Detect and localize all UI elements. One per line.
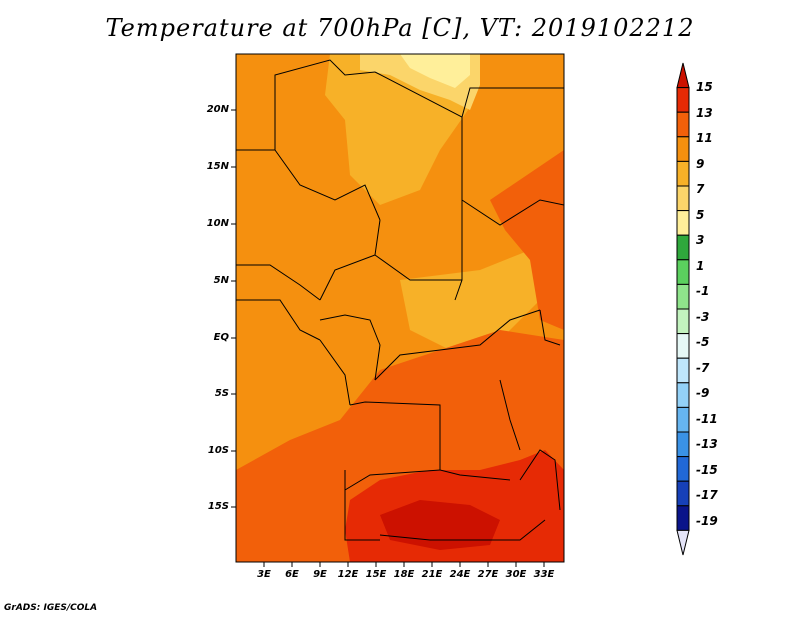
lat-label: 15S bbox=[207, 501, 229, 512]
colorbar-swatch bbox=[676, 431, 690, 458]
colorbar-label: -9 bbox=[696, 386, 710, 400]
map-frame bbox=[235, 53, 565, 563]
lat-label: EQ bbox=[213, 332, 229, 343]
colorbar-label: 13 bbox=[696, 106, 713, 120]
lon-label: 27E bbox=[477, 569, 499, 580]
colorbar-label: -15 bbox=[696, 463, 718, 477]
colorbar-swatch bbox=[676, 87, 690, 113]
colorbar-label: 11 bbox=[696, 131, 713, 145]
colorbar-swatch bbox=[676, 406, 690, 433]
colorbar-label: -5 bbox=[696, 335, 710, 349]
temperature-field bbox=[236, 54, 564, 562]
lon-label: 15E bbox=[365, 569, 387, 580]
colorbar-swatch bbox=[676, 308, 690, 335]
lon-label: 24E bbox=[449, 569, 471, 580]
colorbar-label: -3 bbox=[696, 310, 710, 324]
colorbar-label: -7 bbox=[696, 361, 710, 375]
colorbar-arrow-top bbox=[676, 62, 690, 89]
lat-ticks bbox=[231, 109, 236, 508]
colorbar-label: 5 bbox=[696, 208, 705, 222]
lon-label: 6E bbox=[285, 569, 299, 580]
lon-label: 3E bbox=[257, 569, 271, 580]
colorbar-swatch bbox=[676, 480, 690, 507]
lon-label: 12E bbox=[337, 569, 359, 580]
colorbar-swatch bbox=[676, 456, 690, 482]
lat-label: 5S bbox=[214, 388, 229, 399]
lon-label: 18E bbox=[393, 569, 415, 580]
lat-label: 20N bbox=[206, 104, 229, 115]
lat-label: 15N bbox=[206, 161, 229, 172]
colorbar-swatch bbox=[676, 283, 690, 310]
band-11-13-east bbox=[490, 150, 564, 330]
colorbar-label: 9 bbox=[696, 157, 705, 171]
colorbar-swatch bbox=[676, 333, 690, 359]
colorbar-label: 3 bbox=[696, 233, 705, 247]
credit-text: GrADS: IGES/COLA bbox=[4, 603, 98, 613]
colorbar-label: 15 bbox=[696, 80, 713, 94]
band-7-9-east bbox=[400, 250, 540, 350]
map-title: Temperature at 700hPa [C], VT: 201910221… bbox=[105, 14, 695, 42]
colorbar-swatch bbox=[676, 111, 690, 138]
colorbar-arrow-bottom bbox=[676, 529, 690, 556]
country-borders bbox=[236, 59, 564, 541]
band-3-5 bbox=[400, 54, 470, 88]
colorbar-swatch bbox=[676, 234, 690, 261]
colorbar-label: -11 bbox=[696, 412, 718, 426]
colorbar-swatch bbox=[676, 357, 690, 384]
colorbar-label: 1 bbox=[696, 259, 705, 273]
colorbar-swatch bbox=[676, 505, 690, 531]
colorbar-swatch bbox=[676, 259, 690, 285]
lon-ticks bbox=[263, 562, 545, 567]
colorbar-label: -17 bbox=[696, 488, 718, 502]
colorbar-label: 7 bbox=[696, 182, 705, 196]
colorbar-swatch bbox=[676, 136, 690, 162]
lon-label: 30E bbox=[505, 569, 527, 580]
colorbar bbox=[676, 62, 690, 556]
colorbar-label: -13 bbox=[696, 437, 718, 451]
colorbar-swatch bbox=[676, 185, 690, 212]
lat-label: 5N bbox=[213, 275, 229, 286]
lat-label: 10S bbox=[207, 445, 229, 456]
lon-label: 33E bbox=[533, 569, 555, 580]
lon-label: 9E bbox=[313, 569, 327, 580]
colorbar-label: -19 bbox=[696, 514, 718, 528]
colorbar-swatch bbox=[676, 160, 690, 187]
colorbar-label: -1 bbox=[696, 284, 710, 298]
colorbar-swatch bbox=[676, 382, 690, 408]
colorbar-swatch bbox=[676, 210, 690, 236]
lon-label: 21E bbox=[421, 569, 443, 580]
lat-label: 10N bbox=[206, 218, 229, 229]
